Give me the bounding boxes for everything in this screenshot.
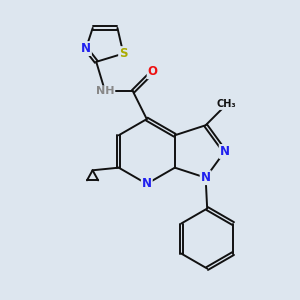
Text: CH₃: CH₃ xyxy=(217,99,237,109)
Text: S: S xyxy=(119,47,128,60)
Text: N: N xyxy=(201,171,211,184)
Text: N: N xyxy=(142,177,152,190)
Text: N: N xyxy=(81,42,91,55)
Text: O: O xyxy=(148,65,158,78)
Text: N: N xyxy=(220,145,230,158)
Text: NH: NH xyxy=(96,86,114,96)
